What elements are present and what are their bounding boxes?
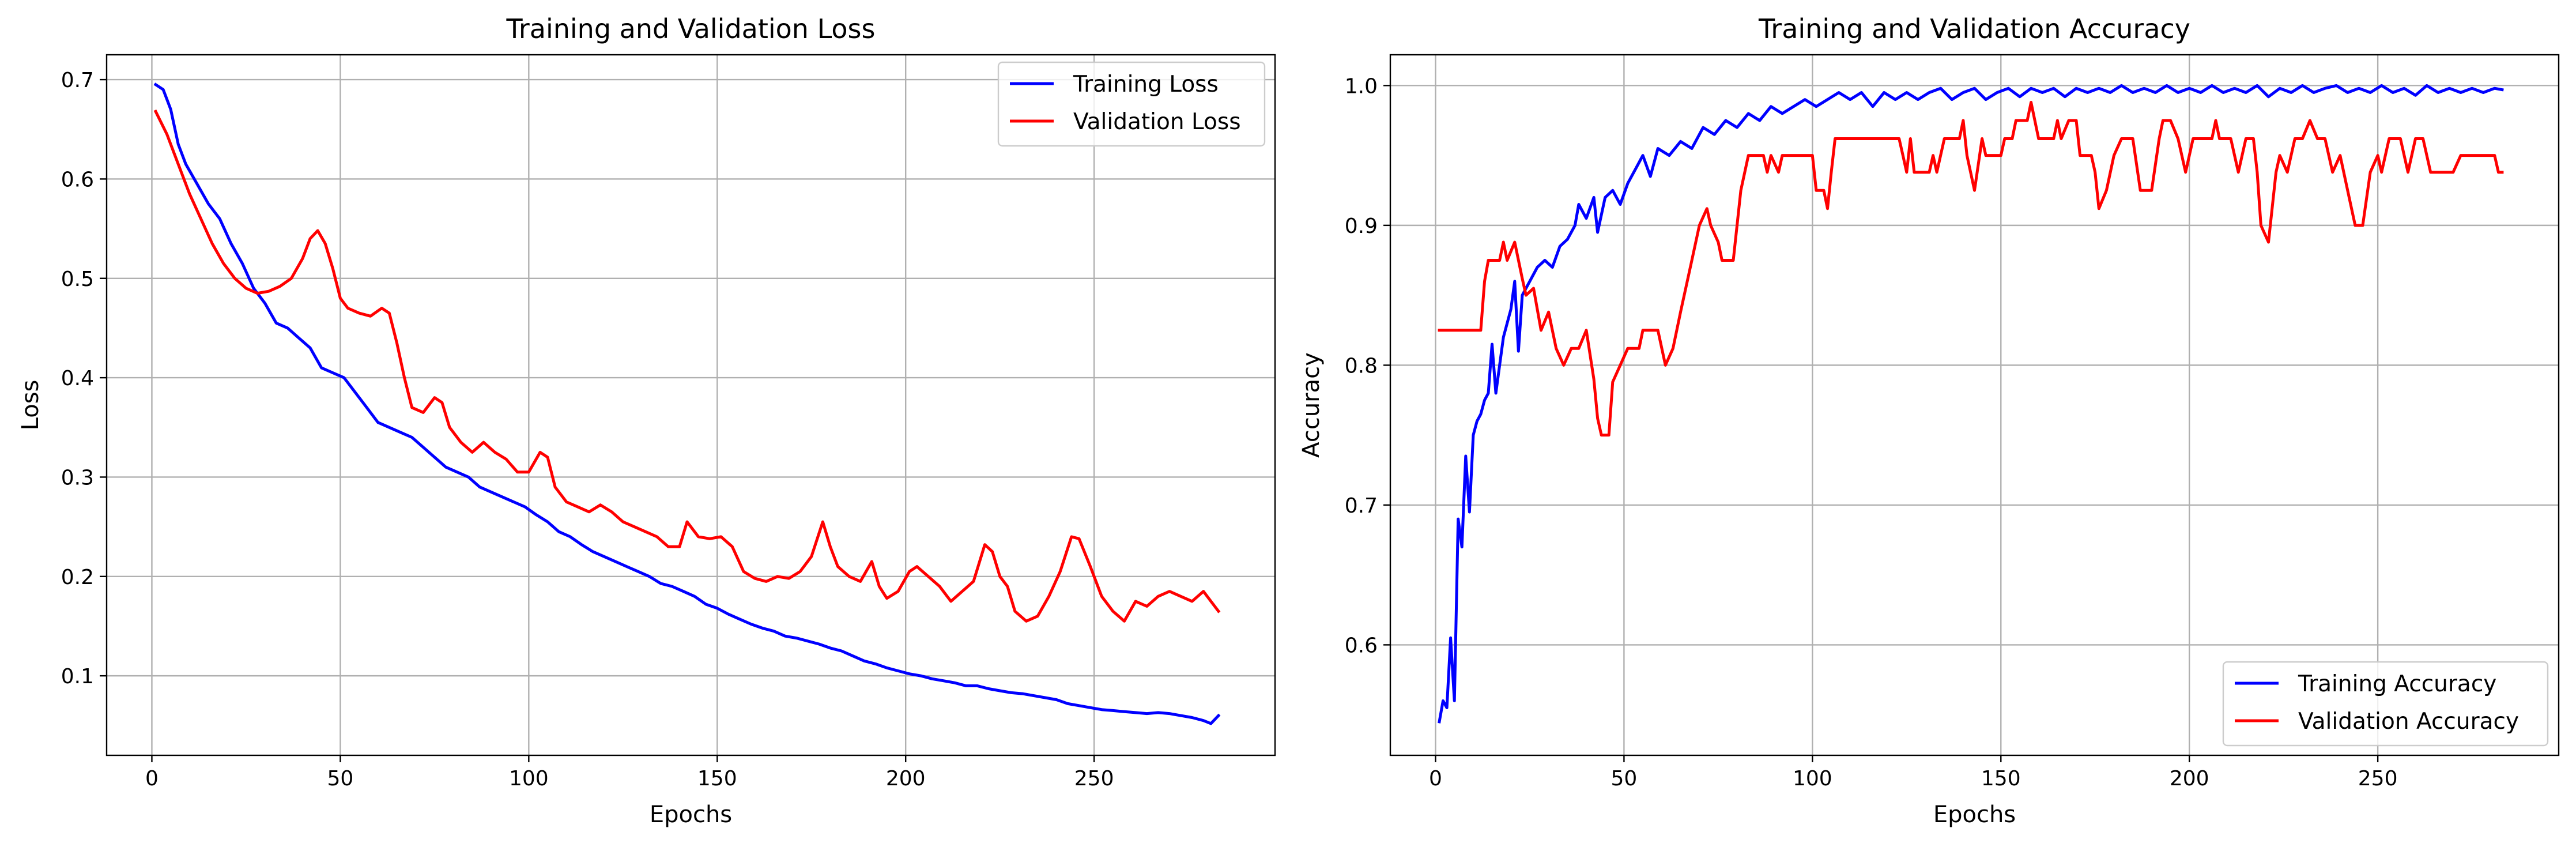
loss-grid (107, 55, 1275, 755)
loss-y-axis-label: Loss (17, 380, 44, 431)
loss-series-line-validation-loss (153, 109, 1221, 623)
accuracy-chart: 0 50 100 150 200 250 0.6 0.7 0.8 0.9 1.0 Training … (1298, 13, 2560, 828)
accuracy-legend-label-validation: Validation Accuracy (2298, 709, 2519, 735)
accuracy-legend: Training Accuracy Validation Accuracy (2222, 661, 2549, 747)
loss-legend: Training Loss Validation Loss (997, 61, 1266, 147)
accuracy-x-tick-label: 150 (1981, 767, 2021, 790)
accuracy-x-axis-label: Epochs (1933, 801, 2016, 828)
accuracy-y-tick-label: 0.6 (1345, 634, 1378, 657)
loss-x-axis-label: Epochs (650, 801, 732, 828)
accuracy-y-tick-label: 0.9 (1345, 214, 1378, 238)
loss-y-tick-label: 0.3 (61, 466, 94, 490)
loss-legend-label-training: Training Loss (1073, 71, 1219, 97)
accuracy-x-tick-label: 50 (1611, 767, 1637, 790)
loss-x-tick-label: 50 (327, 767, 353, 790)
loss-y-tick-label: 0.1 (61, 665, 94, 688)
accuracy-y-tick-label: 1.0 (1345, 74, 1378, 98)
accuracy-series-line-validation-accuracy (1438, 101, 2504, 437)
accuracy-series (1438, 84, 2504, 724)
loss-y-tick-label: 0.5 (61, 268, 94, 291)
accuracy-chart-title: Training and Validation Accuracy (1758, 13, 2190, 44)
loss-series-line-training-loss (153, 82, 1221, 725)
loss-y-tick-label: 0.4 (61, 367, 94, 390)
accuracy-x-tick-label: 200 (2170, 767, 2209, 790)
loss-plot-frame (105, 54, 1276, 756)
accuracy-x-tick-label: 100 (1793, 767, 1832, 790)
loss-chart-title: Training and Validation Loss (506, 13, 876, 44)
accuracy-legend-label-training: Training Accuracy (2298, 671, 2496, 697)
accuracy-plot-frame (1389, 54, 2560, 756)
accuracy-x-tick-label: 0 (1429, 767, 1442, 790)
loss-x-tick-label: 100 (509, 767, 549, 790)
loss-y-tick-label: 0.7 (61, 69, 94, 92)
loss-x-tick-label: 0 (145, 767, 159, 790)
loss-series (153, 82, 1221, 725)
accuracy-grid (1390, 55, 2559, 755)
accuracy-x-tick-label: 250 (2358, 767, 2398, 790)
loss-y-tick-label: 0.6 (61, 168, 94, 191)
accuracy-y-axis-label: Accuracy (1298, 352, 1325, 458)
accuracy-ticks: 0 50 100 150 200 250 0.6 0.7 0.8 0.9 1.0 (1345, 74, 2398, 790)
loss-chart: 0 50 100 150 200 250 0.1 0.2 0.3 0.4 0.5 0.6 0.7 Tra… (17, 13, 1276, 828)
loss-legend-box (997, 61, 1266, 147)
loss-ticks: 0 50 100 150 200 250 0.1 0.2 0.3 0.4 0.5 0.6 0.7 (61, 69, 1114, 790)
accuracy-y-tick-label: 0.7 (1345, 494, 1378, 518)
loss-legend-label-validation: Validation Loss (1073, 109, 1241, 135)
accuracy-series-line-training-accuracy (1438, 84, 2504, 724)
loss-x-tick-label: 150 (697, 767, 737, 790)
loss-x-tick-label: 200 (886, 767, 926, 790)
loss-y-tick-label: 0.2 (61, 566, 94, 589)
accuracy-y-tick-label: 0.8 (1345, 354, 1378, 378)
loss-x-tick-label: 250 (1074, 767, 1114, 790)
accuracy-legend-box (2222, 661, 2549, 747)
